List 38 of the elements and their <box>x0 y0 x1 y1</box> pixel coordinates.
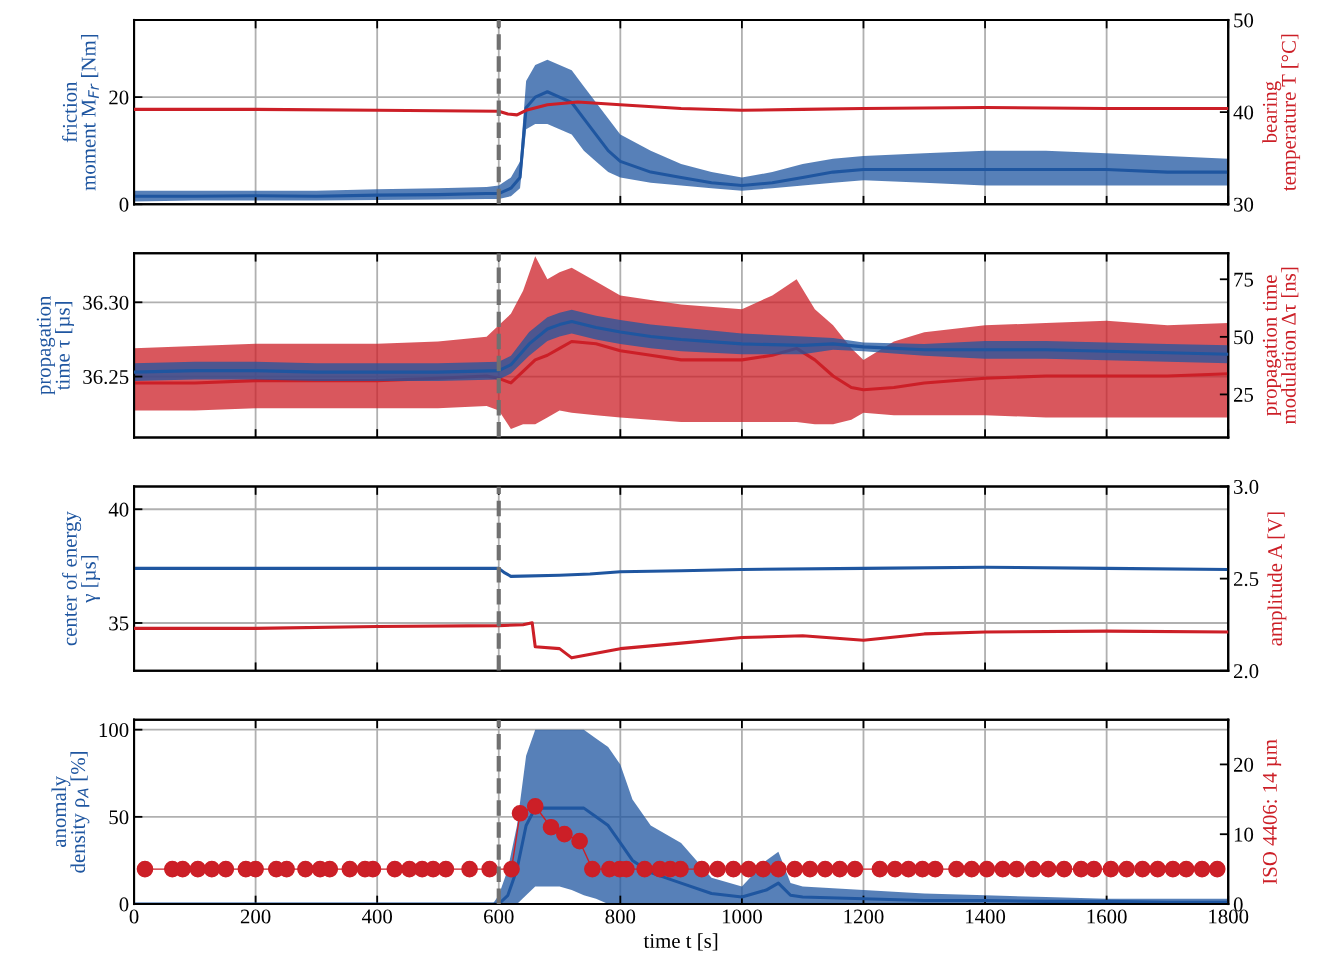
y-axis-title: propagation time τ [µs] <box>36 295 74 395</box>
y-tick-label: 40 <box>108 502 129 517</box>
x-tick-label: 1600 <box>1087 909 1127 924</box>
y2-tick-label: 10 <box>1234 827 1254 842</box>
x-tick-label: 1200 <box>844 909 884 924</box>
y2-tick-label: 75 <box>1234 272 1254 287</box>
y-tick-label: 35 <box>109 616 129 631</box>
x-tick-label: 400 <box>361 909 393 924</box>
y2-axis-title: bearing temperature T [°C] <box>1262 34 1301 191</box>
y2-tick-label: 20 <box>1233 757 1254 772</box>
y-tick-label: 36.25 <box>83 370 129 385</box>
y2-tick-label: 3.0 <box>1234 479 1259 495</box>
y-tick-label: 20 <box>109 90 129 105</box>
y2-axis-title: ISO 4406: 14 µm <box>1262 739 1282 884</box>
x-tick-label: 600 <box>484 909 514 924</box>
y-tick-label: 100 <box>99 723 129 738</box>
y-tick-label: 36.30 <box>83 295 129 310</box>
x-tick-label: 1400 <box>966 909 1006 924</box>
x-tick-label: 800 <box>605 909 636 924</box>
y2-tick-label: 30 <box>1234 197 1254 212</box>
y2-tick-label: 25 <box>1233 387 1254 402</box>
y2-axis-title: propagation time modulation Δτ [ns] <box>1262 267 1299 425</box>
x-tick-label: 1000 <box>722 909 762 924</box>
y-tick-label: 0 <box>119 197 129 212</box>
y2-tick-label: 40 <box>1233 105 1254 120</box>
y-tick-label: 0 <box>119 897 129 912</box>
x-tick-label: 200 <box>240 909 271 924</box>
y-axis-title: friction moment M$_{Fr}$ [Nm] <box>62 34 99 191</box>
x-axis-title: time t [s] <box>643 933 718 951</box>
y2-tick-label: 2.5 <box>1233 572 1259 587</box>
y2-tick-label: 50 <box>1234 13 1254 28</box>
y-axis-title: anomaly density ρ$_{A}$ [%] <box>51 752 90 873</box>
y2-tick-label: 50 <box>1234 330 1254 345</box>
y2-axis-title: amplitude A [V] <box>1267 512 1287 646</box>
x-tick-label: 0 <box>129 909 139 924</box>
y-axis-title: center of energy γ [µs] <box>61 511 101 646</box>
y-tick-label: 50 <box>109 810 129 825</box>
y2-tick-label: 2.0 <box>1233 664 1259 679</box>
